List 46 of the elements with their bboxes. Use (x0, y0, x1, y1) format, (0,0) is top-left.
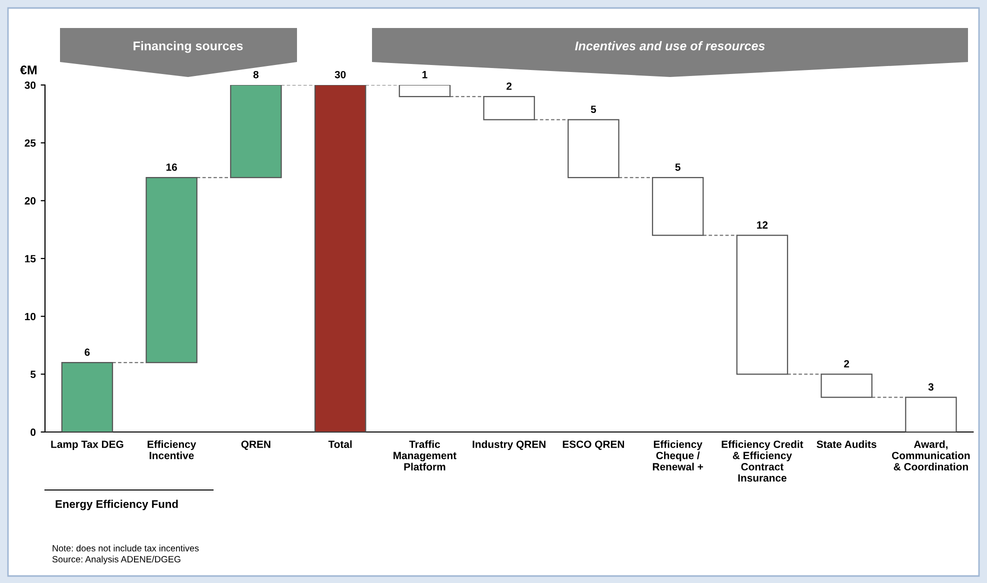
text: Note: does not include tax incentives (52, 544, 199, 552)
x-tick-label: Total (328, 440, 352, 448)
data-label: 2 (506, 82, 512, 90)
y-tick-label: 5 (30, 370, 36, 378)
bar (146, 176, 198, 364)
source-note: Source: Analysis ADENE/DGEG (52, 556, 180, 564)
x-tick-label: ESCO QREN (562, 440, 624, 450)
data-label: 2 (844, 360, 850, 368)
bar (568, 119, 620, 178)
bar (652, 176, 704, 236)
x-tick-label: Efficiency Cheque / Renewal + (652, 440, 704, 470)
data-label: 1 (422, 71, 428, 78)
bar (314, 85, 366, 432)
text: Energy Efficiency Fund (56, 500, 178, 510)
x-tick-label: Lamp Tax DEG (51, 440, 124, 450)
bar (736, 234, 788, 375)
text: Incentives and use of resources (575, 41, 765, 50)
bar (820, 374, 872, 398)
y-tick-label: 0 (30, 428, 36, 436)
y-tick-label: 25 (24, 139, 36, 147)
data-label: 30 (334, 70, 346, 78)
x-tick-label: Efficiency Incentive (148, 440, 196, 460)
x-tick-label: State Audits (816, 440, 876, 448)
text: Financing sources (134, 41, 243, 53)
x-tick-label: Award, Communication & Coordination (892, 440, 970, 470)
y-tick-label: 15 (25, 255, 36, 262)
data-label: 12 (757, 221, 768, 229)
x-tick-label: Industry QREN (472, 440, 546, 450)
y-tick-label: 10 (25, 312, 36, 320)
x-tick-label: QREN (241, 440, 270, 450)
data-label: 6 (84, 348, 90, 356)
bar (230, 85, 282, 178)
y-axis-title: €M (20, 66, 37, 74)
y-tick-label: 20 (24, 197, 36, 205)
x-tick-label: Efficiency Credit & Efficiency Contract Insurance (722, 440, 804, 482)
bar (483, 96, 535, 120)
bar (398, 85, 451, 98)
data-label: 8 (253, 70, 259, 78)
data-label: 5 (590, 106, 596, 114)
y-tick-label: 30 (24, 82, 36, 89)
bar (61, 362, 114, 432)
data-label: 16 (166, 163, 177, 171)
data-label: 5 (675, 164, 680, 171)
bar (905, 396, 957, 432)
data-label: 3 (928, 383, 934, 391)
x-tick-label: Traffic Management Platform (394, 440, 456, 470)
